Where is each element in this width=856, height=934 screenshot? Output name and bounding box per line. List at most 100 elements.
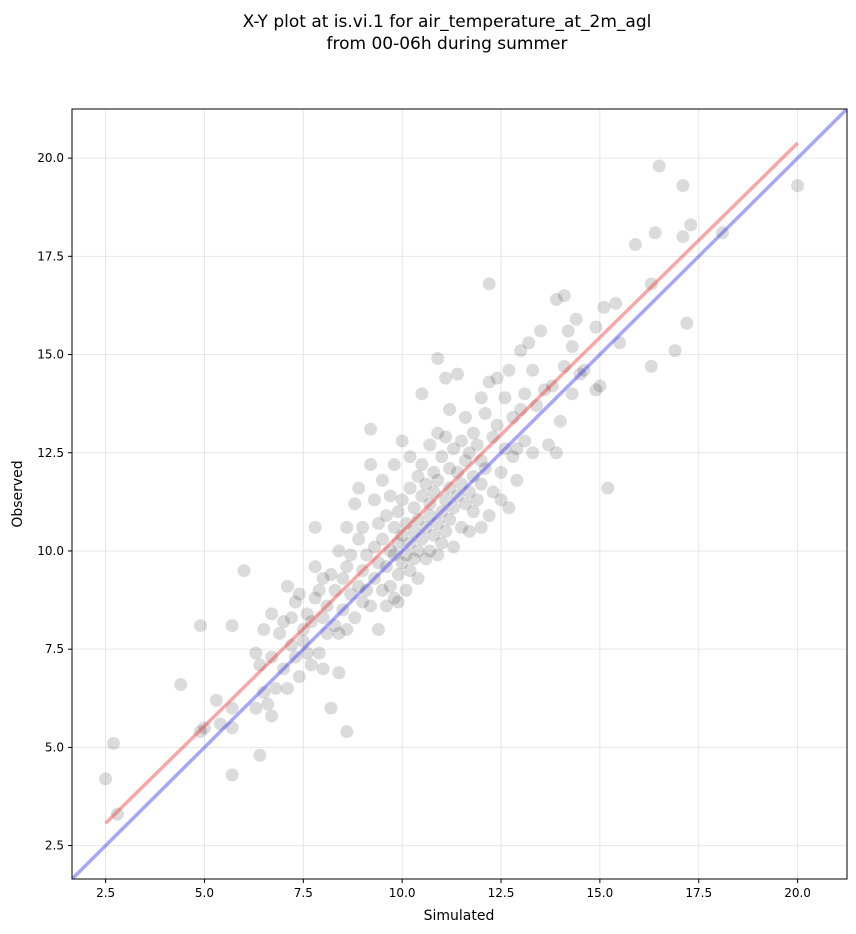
- data-point: [490, 371, 504, 385]
- data-point: [514, 344, 528, 358]
- data-point: [593, 379, 607, 393]
- data-point: [364, 422, 378, 436]
- y-tick-label: 15.0: [37, 348, 64, 362]
- data-point: [324, 568, 338, 582]
- regression-line: [104, 141, 799, 825]
- data-point: [415, 532, 429, 546]
- data-point: [391, 595, 405, 609]
- data-point: [261, 697, 275, 711]
- data-point: [265, 709, 279, 723]
- data-point: [308, 560, 322, 574]
- data-point: [498, 442, 512, 456]
- data-point: [494, 493, 508, 507]
- data-point: [431, 351, 445, 365]
- data-point: [454, 434, 468, 448]
- data-point: [482, 277, 496, 291]
- data-point: [534, 324, 548, 338]
- data-point: [288, 650, 302, 664]
- data-point: [680, 316, 694, 330]
- data-point: [443, 513, 457, 527]
- data-point: [225, 619, 239, 633]
- data-point: [458, 410, 472, 424]
- data-point: [225, 701, 239, 715]
- data-point: [470, 493, 484, 507]
- data-point: [427, 465, 441, 479]
- chart-title-line2: from 00-06h during summer: [327, 34, 568, 54]
- data-point: [356, 595, 370, 609]
- data-point: [486, 485, 500, 499]
- data-point: [447, 501, 461, 515]
- data-point: [423, 509, 437, 523]
- data-point: [352, 579, 366, 593]
- data-point: [387, 520, 401, 534]
- data-point: [387, 548, 401, 562]
- data-point: [423, 544, 437, 558]
- data-point: [312, 646, 326, 660]
- data-point: [549, 293, 563, 307]
- data-point: [411, 571, 425, 585]
- data-point: [439, 430, 453, 444]
- data-point: [253, 748, 267, 762]
- data-point: [257, 685, 271, 699]
- x-tick-label: 10.0: [389, 886, 416, 900]
- data-point: [344, 548, 358, 562]
- data-point: [628, 238, 642, 252]
- data-point: [340, 725, 354, 739]
- data-point: [411, 513, 425, 527]
- data-point: [541, 438, 555, 452]
- data-point: [348, 497, 362, 511]
- data-point: [526, 363, 540, 377]
- data-point: [573, 367, 587, 381]
- data-point: [415, 489, 429, 503]
- data-point: [395, 528, 409, 542]
- data-point: [644, 277, 658, 291]
- data-point: [589, 320, 603, 334]
- data-point: [399, 548, 413, 562]
- data-point: [364, 458, 378, 472]
- data-point: [435, 505, 449, 519]
- data-point: [419, 552, 433, 566]
- data-point: [427, 485, 441, 499]
- data-point: [304, 658, 318, 672]
- data-point: [296, 634, 310, 648]
- reference-lines: [72, 109, 847, 879]
- data-point: [609, 296, 623, 310]
- data-point: [451, 489, 465, 503]
- data-point: [407, 552, 421, 566]
- data-point: [557, 359, 571, 373]
- data-point: [565, 340, 579, 354]
- data-point: [565, 387, 579, 401]
- data-point: [399, 583, 413, 597]
- data-point: [249, 701, 263, 715]
- data-point: [265, 650, 279, 664]
- data-point: [589, 383, 603, 397]
- data-point: [308, 520, 322, 534]
- y-axis-ticks: 2.5 5.0 7.5 10.0 12.5 15.0 17.5 20.0: [37, 151, 72, 853]
- data-point: [431, 426, 445, 440]
- data-point: [107, 736, 121, 750]
- data-point: [194, 725, 208, 739]
- data-point: [458, 454, 472, 468]
- y-tick-label: 10.0: [37, 544, 64, 558]
- data-point: [399, 516, 413, 530]
- data-point: [597, 300, 611, 314]
- data-point: [791, 179, 805, 193]
- data-point: [328, 583, 342, 597]
- data-point: [371, 556, 385, 570]
- data-point: [466, 469, 480, 483]
- data-point: [557, 289, 571, 303]
- data-point: [257, 623, 271, 637]
- data-point: [277, 662, 291, 676]
- x-tick-label: 5.0: [195, 886, 214, 900]
- data-point: [360, 548, 374, 562]
- data-point: [371, 623, 385, 637]
- data-point: [383, 579, 397, 593]
- data-point: [364, 599, 378, 613]
- chart-title-line1: X-Y plot at is.vi.1 for air_temperature_…: [243, 12, 652, 32]
- x-axis-ticks: 2.5 5.0 7.5 10.0 12.5 15.0 17.5 20.0: [96, 879, 811, 900]
- grid-lines: [72, 109, 847, 879]
- y-tick-label: 20.0: [37, 151, 64, 165]
- data-point: [316, 611, 330, 625]
- data-point: [296, 623, 310, 637]
- y-tick-label: 7.5: [45, 642, 64, 656]
